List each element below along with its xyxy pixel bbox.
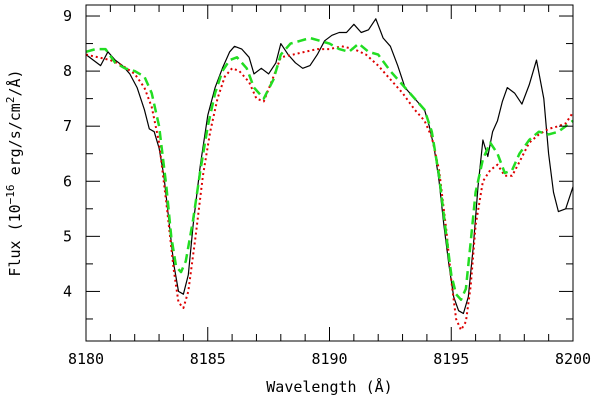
y-axis-title-part: erg/s/cm <box>6 103 24 184</box>
y-tick-label: 6 <box>63 172 72 190</box>
plot-lines <box>85 18 574 331</box>
y-axis-title-exponent: 2 <box>4 97 17 104</box>
x-tick-label: 8195 <box>433 350 469 368</box>
x-tick-label: 8190 <box>311 350 347 368</box>
x-axis-title: Wavelength (Å) <box>266 377 392 396</box>
y-tick-label: 5 <box>63 227 72 245</box>
axis-ticks <box>85 5 574 341</box>
y-tick-label: 4 <box>63 282 72 300</box>
series-line-2 <box>85 45 574 331</box>
x-tick-label: 8200 <box>555 350 591 368</box>
tick-labels: 8180 8185 8190 8195 8200 4 5 6 7 8 9 <box>63 7 591 368</box>
y-tick-label: 9 <box>63 7 72 25</box>
plot-frame <box>85 4 574 342</box>
y-axis-title-part: /Å) <box>5 69 24 96</box>
series-line-3 <box>85 36 574 301</box>
y-tick-label: 8 <box>63 62 72 80</box>
series-line-1 <box>85 18 574 315</box>
y-tick-label: 7 <box>63 117 72 135</box>
y-axis-title-exponent: −16 <box>4 184 17 204</box>
x-tick-label: 8180 <box>68 350 104 368</box>
x-tick-label: 8185 <box>190 350 226 368</box>
y-axis-title: Flux (10−16 erg/s/cm2/Å) <box>4 69 24 276</box>
y-axis-title-part: Flux (10 <box>6 204 24 276</box>
